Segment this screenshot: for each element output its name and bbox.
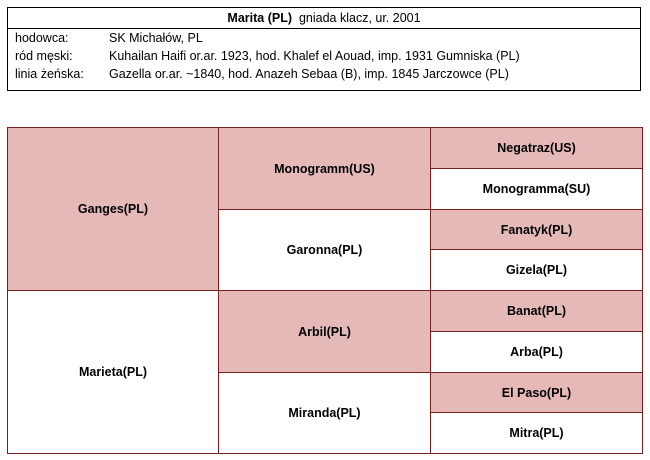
pedigree-sire: Ganges(PL) bbox=[7, 127, 219, 291]
sire-line-label: ród męski: bbox=[15, 49, 73, 63]
sire-line-value: Kuhailan Haifi or.ar. 1923, hod. Khalef … bbox=[109, 49, 520, 63]
horse-info-box: Marita (PL) gniada klacz, ur. 2001 hodow… bbox=[7, 7, 641, 91]
pedigree-ggp-7: El Paso(PL) bbox=[430, 372, 643, 413]
pedigree-ggp-4: Gizela(PL) bbox=[430, 249, 643, 291]
pedigree-ggp-2: Monogramma(SU) bbox=[430, 168, 643, 210]
pedigree-ggp-5: Banat(PL) bbox=[430, 290, 643, 332]
pedigree-sire-dam: Garonna(PL) bbox=[218, 209, 431, 291]
breeder-label: hodowca: bbox=[15, 31, 69, 45]
pedigree-ggp-6: Arba(PL) bbox=[430, 331, 643, 373]
pedigree-dam-sire: Arbil(PL) bbox=[218, 290, 431, 373]
breeder-value: SK Michałów, PL bbox=[109, 31, 203, 45]
pedigree-sire-sire: Monogramm(US) bbox=[218, 127, 431, 210]
dam-line-row: linia żeńska: Gazella or.ar. ~1840, hod.… bbox=[8, 65, 640, 83]
pedigree-ggp-3: Fanatyk(PL) bbox=[430, 209, 643, 250]
sire-line-row: ród męski: Kuhailan Haifi or.ar. 1923, h… bbox=[8, 47, 640, 65]
pedigree-ggp-1: Negatraz(US) bbox=[430, 127, 643, 169]
horse-name: Marita (PL) bbox=[227, 11, 292, 25]
pedigree-dam-dam: Miranda(PL) bbox=[218, 372, 431, 454]
pedigree-chart: Ganges(PL) Marieta(PL) Monogramm(US) Gar… bbox=[7, 127, 643, 454]
pedigree-dam: Marieta(PL) bbox=[7, 290, 219, 454]
pedigree-ggp-8: Mitra(PL) bbox=[430, 412, 643, 454]
dam-line-value: Gazella or.ar. ~1840, hod. Anazeh Sebaa … bbox=[109, 67, 509, 81]
horse-title: Marita (PL) gniada klacz, ur. 2001 bbox=[8, 8, 640, 29]
dam-line-label: linia żeńska: bbox=[15, 67, 84, 81]
breeder-row: hodowca: SK Michałów, PL bbox=[8, 29, 640, 47]
horse-description: gniada klacz, ur. 2001 bbox=[298, 11, 421, 25]
